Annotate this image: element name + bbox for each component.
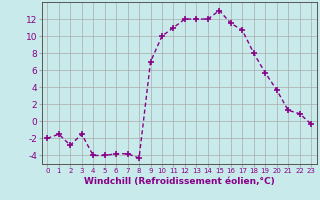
- X-axis label: Windchill (Refroidissement éolien,°C): Windchill (Refroidissement éolien,°C): [84, 177, 275, 186]
